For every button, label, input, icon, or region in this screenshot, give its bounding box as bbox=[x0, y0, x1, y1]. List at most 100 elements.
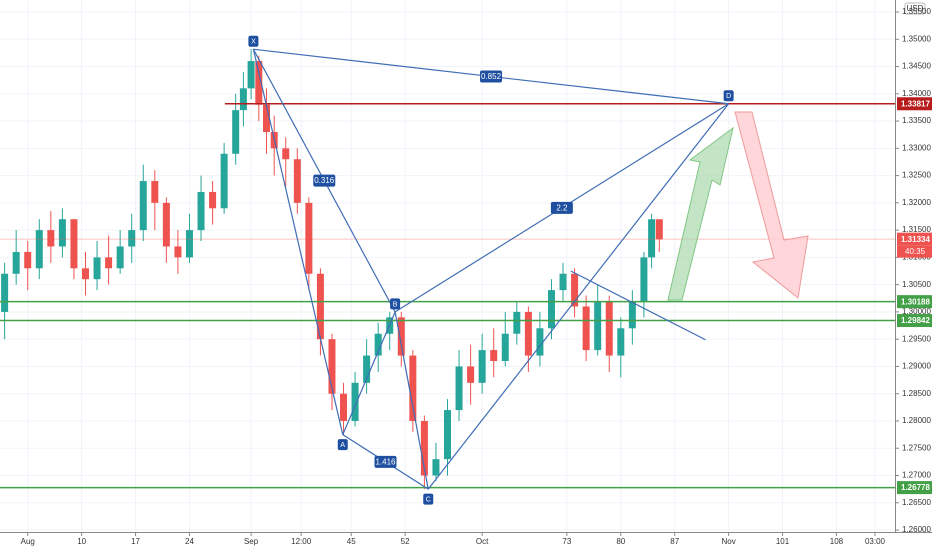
y-tick-label: 1.28000 bbox=[902, 416, 931, 425]
candle-body bbox=[209, 191, 217, 209]
x-tick-label: 80 bbox=[616, 537, 625, 546]
candle-body bbox=[351, 382, 359, 421]
candle-body bbox=[467, 366, 475, 383]
candle-body bbox=[139, 181, 147, 231]
countdown-box bbox=[897, 245, 932, 258]
candle-body bbox=[47, 230, 55, 247]
candle-body bbox=[239, 88, 247, 111]
up-arrow bbox=[667, 126, 734, 301]
candle-body bbox=[594, 301, 602, 351]
y-tick-label: 1.28500 bbox=[902, 389, 931, 398]
x-tick-label: 17 bbox=[131, 537, 140, 546]
candle-body bbox=[374, 333, 382, 356]
point-box bbox=[337, 439, 348, 451]
x-tick-label: Nov bbox=[722, 537, 736, 546]
candle-body bbox=[197, 191, 205, 231]
x-tick-label: Sep bbox=[244, 537, 259, 546]
x-tick-label: Aug bbox=[21, 537, 35, 546]
x-tick-label: 108 bbox=[830, 537, 844, 546]
x-tick-label: 12:00 bbox=[291, 537, 312, 546]
candle-body bbox=[397, 317, 405, 356]
y-tick-label: 1.35500 bbox=[902, 7, 931, 16]
candle-body bbox=[363, 355, 371, 383]
candle-body bbox=[640, 257, 648, 302]
ratio-label: 1.416 bbox=[375, 457, 396, 466]
x-tick-label: 73 bbox=[562, 537, 571, 546]
point-box bbox=[248, 35, 259, 47]
x-tick-label: 45 bbox=[347, 537, 356, 546]
y-tick-label: 1.29500 bbox=[902, 334, 931, 343]
candle-body bbox=[93, 257, 101, 280]
price-label: 1.26778 bbox=[901, 483, 930, 492]
candle-body bbox=[12, 251, 20, 274]
x-tick-label: 87 bbox=[670, 537, 679, 546]
candle-body bbox=[547, 290, 555, 329]
price-label: 1.31334 bbox=[901, 235, 930, 244]
candle-body bbox=[490, 350, 498, 361]
candle-body bbox=[305, 202, 313, 274]
y-tick-label: 1.31500 bbox=[902, 225, 931, 234]
candle-body bbox=[420, 420, 428, 476]
candle-body bbox=[409, 355, 417, 421]
y-tick-label: 1.33500 bbox=[902, 116, 931, 125]
y-tick-label: 1.34000 bbox=[902, 89, 931, 98]
pattern-leg bbox=[252, 49, 344, 435]
pattern-leg bbox=[394, 311, 429, 490]
ratio-label: 0.316 bbox=[314, 176, 335, 185]
point-label: C bbox=[426, 496, 431, 503]
currency: USD bbox=[907, 4, 924, 13]
y-tick-label: 1.26500 bbox=[902, 498, 931, 507]
candle-body bbox=[255, 61, 263, 105]
trendline bbox=[570, 270, 706, 341]
x-tick-label: 101 bbox=[776, 537, 790, 546]
candle-body bbox=[628, 301, 636, 329]
candle-body bbox=[444, 410, 451, 460]
price-box bbox=[897, 481, 932, 495]
x-tick-label: 10 bbox=[77, 537, 86, 546]
candle-body bbox=[582, 306, 590, 351]
point-box bbox=[723, 90, 734, 102]
countdown: 40:35 bbox=[905, 247, 926, 256]
price-label: 1.30188 bbox=[901, 297, 930, 306]
candle-body bbox=[432, 459, 440, 476]
candle-body bbox=[513, 311, 521, 334]
y-tick-label: 1.27000 bbox=[902, 471, 931, 480]
candle-body bbox=[128, 230, 136, 247]
price-box bbox=[897, 97, 932, 111]
x-tick-label: Oct bbox=[476, 537, 489, 546]
candle-body bbox=[455, 366, 463, 411]
candle-body bbox=[605, 301, 613, 356]
candle-body bbox=[524, 311, 532, 356]
y-tick-label: 1.29000 bbox=[902, 362, 931, 371]
down-arrow bbox=[734, 111, 809, 299]
point-label: X bbox=[251, 39, 256, 46]
ratio-box bbox=[550, 201, 573, 214]
point-box bbox=[390, 298, 401, 310]
ratio-label: 0.852 bbox=[481, 72, 502, 81]
y-tick-label: 1.33000 bbox=[902, 143, 931, 152]
candle-body bbox=[571, 273, 579, 307]
candle-body bbox=[478, 350, 486, 383]
candle-body bbox=[174, 246, 182, 258]
point-label: A bbox=[340, 442, 345, 449]
candle-body bbox=[1, 273, 9, 312]
candle-body bbox=[262, 104, 270, 132]
point-label: D bbox=[726, 93, 731, 100]
candle-body bbox=[185, 230, 193, 258]
y-tick-label: 1.35000 bbox=[902, 34, 931, 43]
candle-body bbox=[282, 148, 290, 160]
point-box bbox=[423, 493, 434, 505]
candle-body bbox=[293, 159, 301, 203]
candle-body bbox=[316, 273, 324, 340]
candle-body bbox=[105, 257, 113, 269]
candle-body bbox=[24, 251, 32, 269]
candle-body bbox=[220, 153, 228, 209]
ratio-box bbox=[480, 70, 503, 83]
x-tick-label: 24 bbox=[185, 537, 194, 546]
currency-box[interactable] bbox=[904, 2, 926, 15]
y-tick-label: 1.30500 bbox=[902, 280, 931, 289]
ratio-label: 2.2 bbox=[556, 203, 568, 212]
x-tick-label: 03:00 bbox=[865, 537, 886, 546]
price-box bbox=[897, 295, 932, 309]
